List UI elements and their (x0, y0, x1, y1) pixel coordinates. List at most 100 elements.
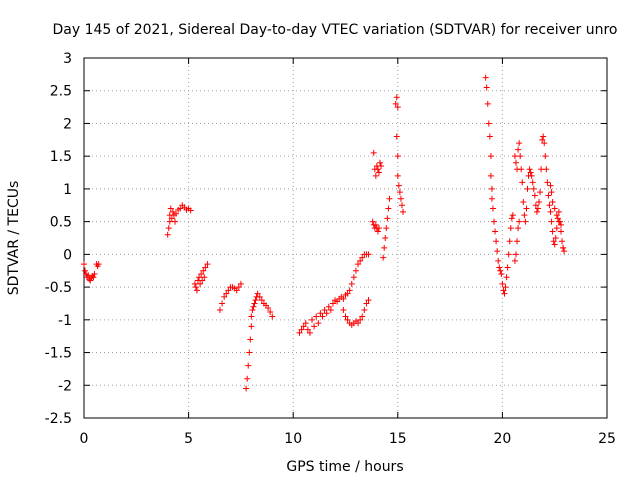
data-point (370, 149, 377, 156)
data-point (522, 218, 529, 225)
data-point (503, 274, 510, 281)
data-point (398, 202, 405, 209)
data-point (198, 271, 205, 277)
data-point (483, 84, 490, 91)
data-point (252, 297, 259, 304)
data-point (495, 257, 502, 264)
x-tick-label: 5 (184, 431, 193, 447)
y-axis-label: SDTVAR / TECUs (6, 181, 22, 296)
data-point (509, 212, 516, 219)
data-point (165, 225, 172, 232)
data-point (235, 284, 242, 291)
data-point (344, 290, 351, 297)
data-point (392, 100, 399, 107)
data-point (482, 74, 489, 81)
data-point (300, 323, 307, 330)
data-point (315, 320, 322, 327)
x-tick-label: 0 (80, 431, 89, 447)
data-point (487, 153, 494, 160)
data-point (515, 146, 522, 153)
data-point (375, 169, 382, 176)
data-point (544, 179, 551, 186)
y-tick-label: 3 (63, 51, 72, 67)
data-point (487, 172, 494, 179)
data-point (325, 303, 332, 310)
data-point (499, 280, 506, 287)
data-point (393, 133, 400, 140)
data-point (192, 284, 199, 291)
data-point (518, 166, 525, 173)
data-point (363, 300, 370, 307)
data-point (201, 274, 208, 281)
data-point (250, 303, 257, 310)
data-point (329, 300, 336, 307)
data-point (400, 208, 407, 215)
data-point (529, 179, 536, 186)
data-point (507, 225, 514, 232)
data-point (498, 271, 505, 277)
data-point (505, 251, 512, 258)
data-point (361, 307, 368, 313)
data-point (164, 231, 171, 238)
data-point (547, 182, 554, 189)
data-point (346, 287, 353, 294)
data-point (321, 307, 328, 313)
data-point (508, 215, 515, 222)
data-point (323, 310, 330, 317)
data-point (489, 205, 496, 212)
data-point (256, 293, 263, 300)
data-point (216, 307, 223, 313)
data-point (500, 287, 507, 294)
data-point (488, 195, 495, 202)
data-point (550, 238, 557, 245)
data-point (555, 208, 562, 215)
data-point (519, 179, 526, 186)
data-point (548, 189, 555, 196)
data-point (506, 238, 513, 245)
data-point (497, 267, 504, 274)
data-point (365, 251, 372, 258)
data-point (177, 205, 184, 212)
data-point (298, 326, 305, 333)
data-point (551, 205, 558, 212)
data-point (545, 192, 552, 199)
data-point (514, 238, 521, 245)
data-point (533, 208, 540, 215)
data-point (501, 290, 508, 297)
data-point (233, 287, 240, 294)
data-point (374, 228, 381, 235)
data-point (202, 264, 209, 271)
data-point (342, 313, 349, 320)
data-point (173, 210, 180, 217)
data-point (374, 166, 381, 173)
data-point (247, 336, 254, 343)
data-point (517, 153, 524, 160)
data-points (81, 74, 568, 392)
grid (84, 58, 607, 418)
data-point (528, 172, 535, 179)
data-point (504, 264, 511, 271)
data-point (527, 169, 534, 176)
data-point (516, 218, 523, 225)
data-point (512, 251, 519, 258)
data-point (244, 375, 251, 382)
x-tick-label: 25 (598, 431, 616, 447)
data-point (344, 316, 351, 323)
data-point (172, 218, 179, 225)
data-point (350, 274, 357, 281)
data-point (340, 295, 347, 302)
data-point (166, 218, 173, 225)
data-point (484, 100, 491, 107)
data-point (521, 212, 528, 219)
data-point (385, 205, 392, 212)
data-point (254, 290, 261, 297)
data-point (267, 308, 274, 315)
data-point (512, 159, 519, 166)
data-point (196, 274, 203, 281)
data-point (327, 307, 334, 313)
data-point (87, 277, 94, 284)
data-point (397, 195, 404, 202)
chart-title: Day 145 of 2021, Sidereal Day-to-day VTE… (53, 22, 618, 38)
data-point (306, 329, 313, 336)
